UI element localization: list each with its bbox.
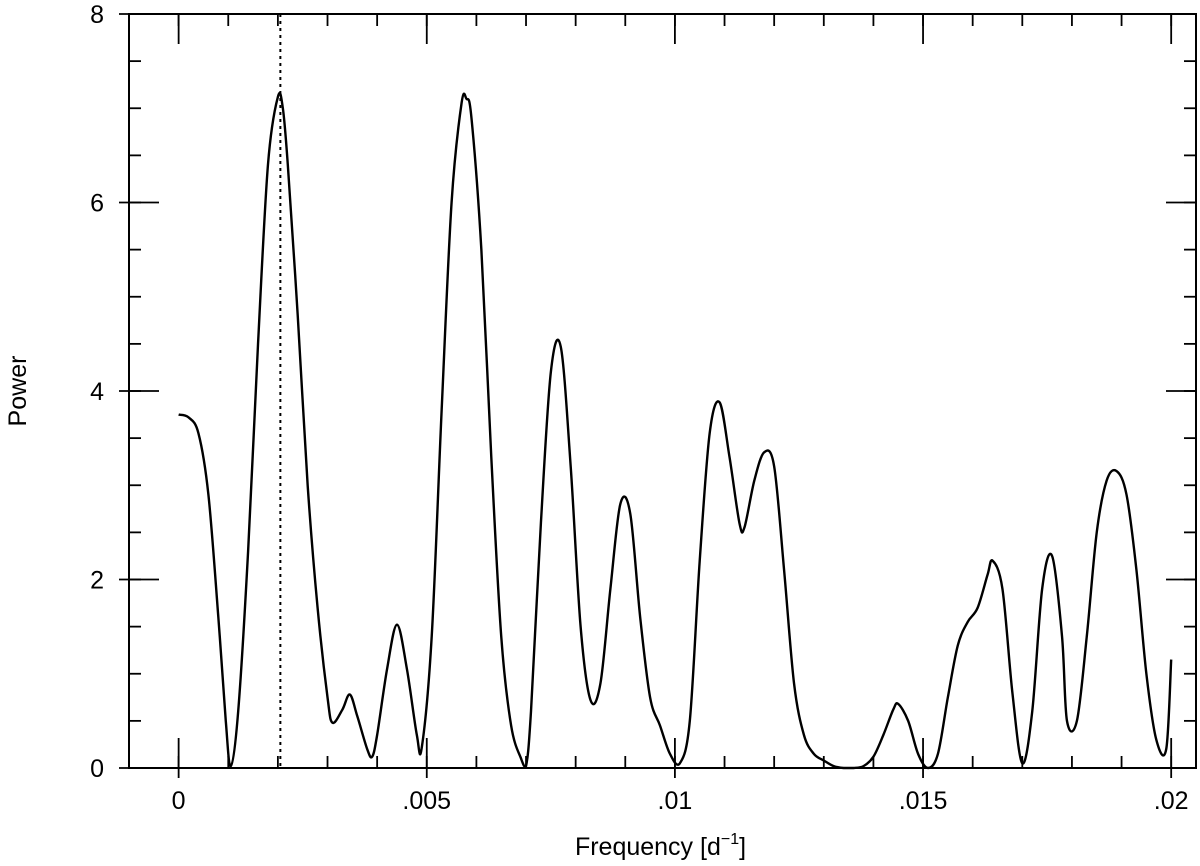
y-tick-label: 0 (90, 755, 104, 783)
x-tick-label: .015 (899, 787, 948, 815)
x-axis-title-superscript: −1 (721, 831, 739, 848)
x-tick-label: .01 (658, 787, 693, 815)
x-axis-title-close: ] (739, 833, 746, 861)
x-axis-title: Frequency [d−1] (575, 831, 746, 861)
x-tick-label: .005 (402, 787, 451, 815)
power-curve (178, 91, 1173, 770)
plot-frame (128, 13, 1197, 769)
x-tick-label: .02 (1154, 787, 1189, 815)
y-tick-label: 6 (90, 190, 104, 218)
minor-ticks (129, 13, 1196, 769)
y-tick-label: 8 (90, 1, 104, 29)
y-axis-title: Power (4, 356, 32, 427)
tick-labels: 0 .005 .01 .015 .02 0 2 4 6 8 (90, 1, 1188, 815)
y-tick-label: 4 (90, 378, 104, 406)
x-axis-title-main: Frequency [d (575, 833, 721, 861)
x-tick-label: 0 (172, 787, 186, 815)
y-tick-label: 2 (90, 567, 104, 595)
